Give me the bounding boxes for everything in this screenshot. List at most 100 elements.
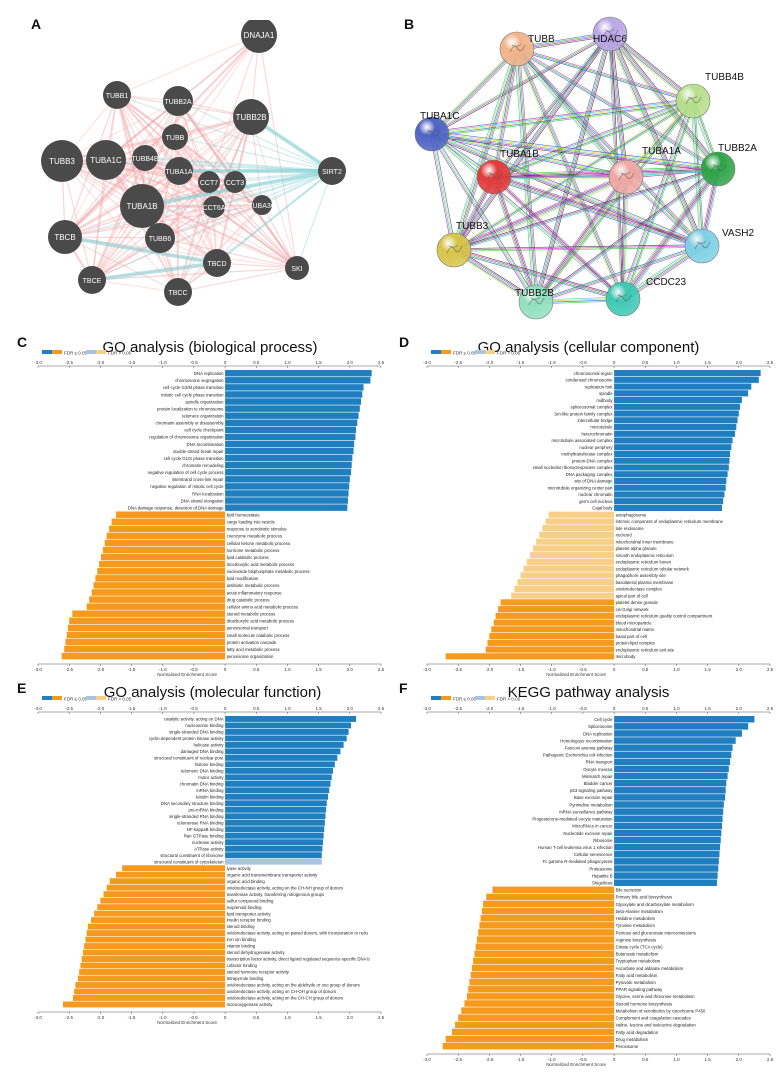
bar-rect xyxy=(74,988,226,995)
bar-rect xyxy=(614,822,722,830)
bar-basal-part-of-cell: basal part of cell xyxy=(489,633,647,640)
tick-label: -1.0 xyxy=(548,667,556,672)
network-a-edge xyxy=(116,94,333,172)
tick-label: -2.5 xyxy=(65,360,73,365)
tick-label: 2.5 xyxy=(378,360,385,365)
network-b-edge xyxy=(493,179,702,249)
tick-label: 1.5 xyxy=(705,360,712,365)
bar-nuclear-periphery: nuclear periphery xyxy=(579,444,732,451)
bar-rect xyxy=(225,761,335,768)
network-b: HDAC6 TUBB TUBB4B TUBA1C TUBA1A TUBB2A TUBA1B T… xyxy=(414,16,757,320)
bar-rect xyxy=(483,900,615,908)
bar-protein-activation-cascade: protein activation cascade xyxy=(65,638,277,646)
bar-rect xyxy=(614,808,724,815)
network-b-edge xyxy=(517,47,694,101)
network-b-edge xyxy=(456,49,520,251)
tick-label: 1.0 xyxy=(673,706,680,711)
bar-tryptophan-metabolism: Tryptophan metabolism xyxy=(473,957,661,965)
node-circle xyxy=(203,196,225,218)
bar-label: Arginine biosynthesis xyxy=(616,937,657,942)
node-sphere xyxy=(684,228,720,264)
node-label: TUBB2A xyxy=(718,143,757,154)
bar-rect xyxy=(67,624,226,632)
network-a-edge xyxy=(91,116,252,281)
tick-label: 1.5 xyxy=(316,360,323,365)
bar-label: autophagosome xyxy=(616,512,647,517)
bar-metabolism-of-xenobiotics-by-cytochrome-p450: Metabolism of xenobiotics by cytochrome … xyxy=(461,1007,706,1014)
bar-rect xyxy=(103,891,226,898)
bar-label: transferase activity, transferring nitro… xyxy=(227,892,325,897)
network-b-edge xyxy=(535,168,719,303)
network-b-edge xyxy=(494,49,518,178)
legend-swatch-lightorange xyxy=(485,350,495,354)
bar-mitotic-cell-cycle-phase-transition: mitotic cell cycle phase transition xyxy=(161,391,363,398)
network-b-edge xyxy=(517,47,704,246)
network-b-edge xyxy=(494,171,719,180)
bar-rect xyxy=(539,531,615,539)
bar-label: sulfur compound binding xyxy=(227,898,274,903)
bar-label: oxidoreductase activity, acting on CH-OH… xyxy=(227,989,337,994)
bar-label: lipid homeostasis xyxy=(227,513,260,518)
network-a-edge xyxy=(144,116,252,159)
bar-rect xyxy=(225,716,357,722)
tick-label: 0.5 xyxy=(253,1015,260,1020)
chart-e: FDR ≤ 0.05 FDR > 0.05 -3.0 -3.0 -2.5 -2.5 -2.0… xyxy=(34,696,385,1025)
bar-steroid-binding: steroid binding xyxy=(87,923,255,930)
bar-rect xyxy=(66,631,226,639)
bar-rect xyxy=(529,552,615,559)
bar-beta-alanine-metabolism: beta-Alanine metabolism xyxy=(481,907,663,915)
bars: catalytic activity, acting on DNAnucleos… xyxy=(62,716,370,1008)
network-b-edge xyxy=(533,33,609,302)
bar-intrinsic-component-of-endoplasmic-reticulum-membrane: intrinsic component of endoplasmic retic… xyxy=(545,518,724,525)
bar-tricarboxylic-acid-metabolic-process: tricarboxylic acid metabolic process xyxy=(99,560,294,568)
bar-label: Shigellosis xyxy=(592,881,613,886)
network-b-edge xyxy=(534,176,626,302)
bar-rect xyxy=(614,498,724,505)
tick-label: -1.5 xyxy=(128,706,136,711)
bar-rect xyxy=(225,845,323,852)
tick-label: -2.0 xyxy=(485,706,493,711)
bar-cargo-loading-into-vesicle: cargo loading into vesicle xyxy=(111,518,276,526)
network-b-edge xyxy=(535,176,627,303)
bar-label: germ cell nucleus xyxy=(579,499,612,504)
node-sirt2: SIRT2 xyxy=(318,157,346,185)
bar-histone-binding: histone binding xyxy=(195,761,335,768)
tick-label: -0.5 xyxy=(579,360,587,365)
bar-label: p53 signaling pathway xyxy=(570,788,613,793)
bar-label: Glyoxylate and dicarboxylate metabolism xyxy=(616,902,695,907)
node-tbcd: TBCD xyxy=(203,249,231,277)
bar-rect xyxy=(115,871,226,878)
bar-dna-strand-elongation: DNA strand elongation xyxy=(181,497,348,504)
network-a: DNAJA1 TUBB1 TUBB2A TUBB2B TUBB TUBB3 TUBA1C TU… xyxy=(41,20,346,306)
bar-label: acute inflammatory response xyxy=(227,590,283,595)
network-b-edge xyxy=(433,133,457,250)
network-b-edge xyxy=(493,166,718,175)
bar-label: Butanoate metabolism xyxy=(616,952,659,957)
network-b-edge xyxy=(454,177,627,252)
node-sphere xyxy=(499,31,535,67)
node-ccdc23: CCDC23 xyxy=(605,277,686,317)
bar-p53-signaling-pathway: p53 signaling pathway xyxy=(570,787,726,794)
bar-rect xyxy=(64,645,226,653)
bar-label: microtubule xyxy=(590,425,613,430)
bar-label: nuclear chromatin xyxy=(578,492,613,497)
bar-acute-inflammatory-response: acute inflammatory response xyxy=(91,589,283,596)
network-a-edge xyxy=(116,34,260,96)
node-sphere xyxy=(675,83,711,119)
bar-rect xyxy=(471,964,615,972)
bar-label: cargo loading into vesicle xyxy=(227,520,276,525)
bar-pathogenic-escherichia-coli-infection: Pathogenic Escherichia coli infection xyxy=(543,751,732,759)
network-a-edge xyxy=(116,94,215,208)
network-b-edge xyxy=(692,101,702,247)
bar-label: chromatin remodeling xyxy=(182,463,224,468)
bar-nucleoside-bisphosphate-metabolic-process: nucleoside bisphosphate metabolic proces… xyxy=(97,568,310,575)
network-a-edge xyxy=(61,100,179,162)
bar-label: microtubule organizing center part xyxy=(548,485,614,490)
bar-blood-microparticle: blood microparticle xyxy=(493,619,652,626)
bar-butanoate-metabolism: Butanoate metabolism xyxy=(474,950,659,958)
bar-rect xyxy=(614,872,718,879)
network-a-edge xyxy=(91,204,263,281)
bar-rect xyxy=(225,774,332,781)
chart-c: FDR ≤ 0.05 FDR > 0.05 -3.0 -3.0 -2.5 -2.5 -2.0… xyxy=(34,350,385,677)
bar-basolateral-plasma-membrane: basolateral plasma membrane xyxy=(517,579,674,586)
